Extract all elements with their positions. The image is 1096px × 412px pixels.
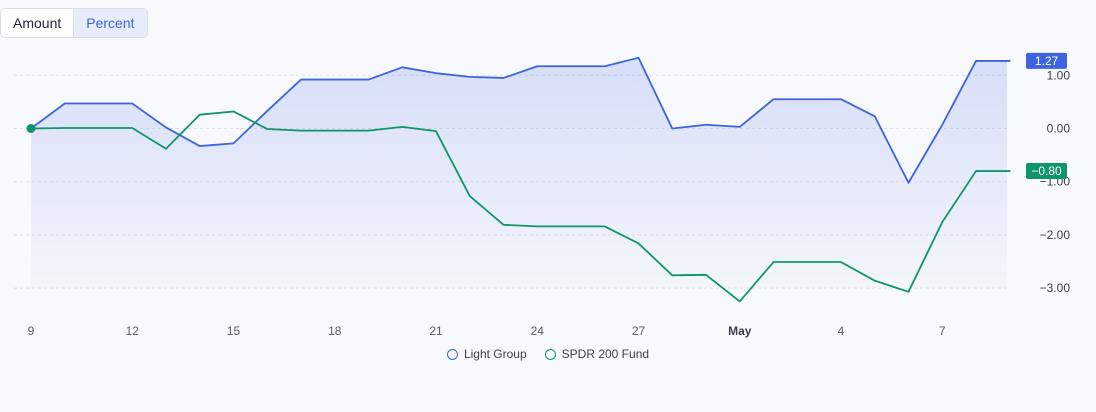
toggle-percent[interactable]: Percent [73,9,147,37]
y-axis: 1.000.00−1.00−2.00−3.00 [1040,68,1071,295]
light-group-line [30,56,1011,184]
y-tick-label: −3.00 [1040,281,1071,295]
x-tick-label: May [728,324,752,338]
x-tick-label: 4 [838,324,845,338]
spdr-200-fund-line [30,110,1011,303]
spdr-200-fund-end-label: −0.80 [1031,164,1062,178]
legend-swatch-spdr-200-fund [544,348,556,360]
x-tick-label: 7 [939,324,946,338]
series-lines [30,56,1011,303]
x-tick-label: 12 [126,324,140,338]
legend: Light Group SPDR 200 Fund [0,347,1096,361]
y-tick-label: −2.00 [1040,228,1071,242]
area-fill [31,57,1010,290]
legend-item-light-group[interactable]: Light Group [446,347,527,361]
toggle-amount[interactable]: Amount [13,15,62,31]
y-tick-label: 1.00 [1047,68,1071,82]
start-point-marker [26,124,36,133]
amount-percent-toggle[interactable]: Amount Percent [0,8,148,38]
x-tick-label: 27 [632,324,646,338]
legend-swatch-light-group [446,348,458,360]
x-tick-label: 9 [28,324,35,338]
light-group-end-badge [1026,52,1067,69]
x-tick-label: 18 [328,324,342,338]
light-group-end-label: 1.27 [1035,54,1059,68]
legend-label-spdr-200-fund: SPDR 200 Fund [561,347,650,361]
x-axis: 9 12 15 18 21 24 27 May 4 7 [28,324,946,338]
spdr-200-fund-end-badge [1026,163,1067,180]
end-labels: 1.27 −0.80 [1026,52,1067,180]
legend-label-light-group: Light Group [463,347,527,361]
x-tick-label: 24 [531,324,545,338]
x-tick-label: 15 [227,324,241,338]
y-tick-label: 0.00 [1047,122,1071,136]
x-tick-label: 21 [429,324,443,338]
light-group-area [31,57,1010,290]
legend-item-spdr-200-fund[interactable]: SPDR 200 Fund [544,347,650,361]
